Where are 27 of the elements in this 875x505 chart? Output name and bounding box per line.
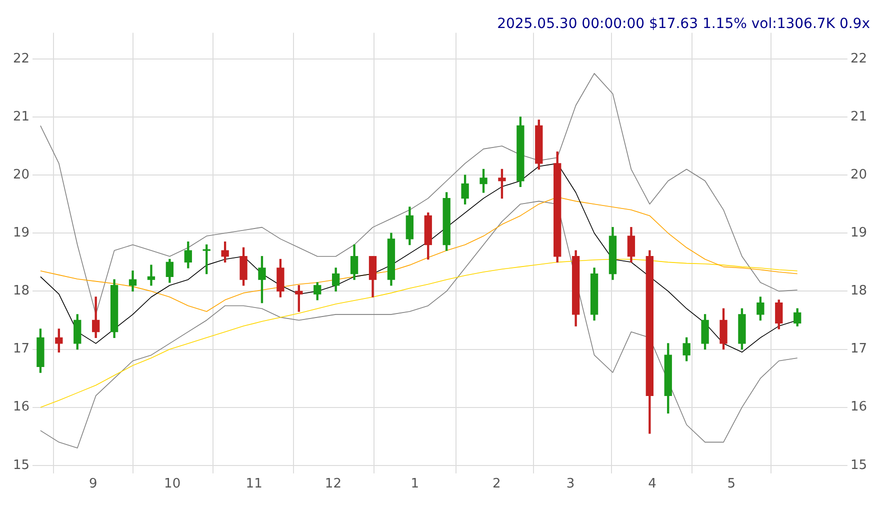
y2-tick-label: 15 xyxy=(850,458,868,473)
y2-tick-label: 22 xyxy=(850,51,868,66)
y-tick-label: 21 xyxy=(12,109,30,124)
x-tick-label: 9 xyxy=(89,476,98,492)
candlestick xyxy=(147,264,156,286)
x-tick-label: 1 xyxy=(410,476,420,492)
y2-tick-label: 19 xyxy=(850,226,868,241)
x-tick-label: 3 xyxy=(566,476,575,492)
x-tick-label: 10 xyxy=(164,476,181,492)
y2-tick-label: 20 xyxy=(850,167,868,182)
y-tick-label: 22 xyxy=(12,51,30,66)
x-tick-label: 2 xyxy=(492,476,501,492)
y-tick-label: 19 xyxy=(12,226,30,241)
chart-title: 2025.05.30 00:00:00 $17.63 1.15% vol:1306.7K 0.9x xyxy=(497,16,870,32)
x-tick-label: 4 xyxy=(648,476,656,492)
x-tick-label: 12 xyxy=(324,476,342,492)
y2-tick-label: 18 xyxy=(850,284,868,299)
y-tick-label: 16 xyxy=(12,400,30,415)
y-tick-label: 15 xyxy=(12,458,30,473)
y-tick-label: 18 xyxy=(12,284,30,299)
x-tick-label: 5 xyxy=(727,476,736,492)
y2-tick-label: 21 xyxy=(850,109,868,124)
y2-tick-label: 16 xyxy=(850,400,868,415)
y-tick-label: 17 xyxy=(12,342,30,357)
y2-tick-label: 17 xyxy=(850,342,868,357)
x-tick-label: 11 xyxy=(246,476,262,492)
y-tick-label: 20 xyxy=(12,167,30,182)
